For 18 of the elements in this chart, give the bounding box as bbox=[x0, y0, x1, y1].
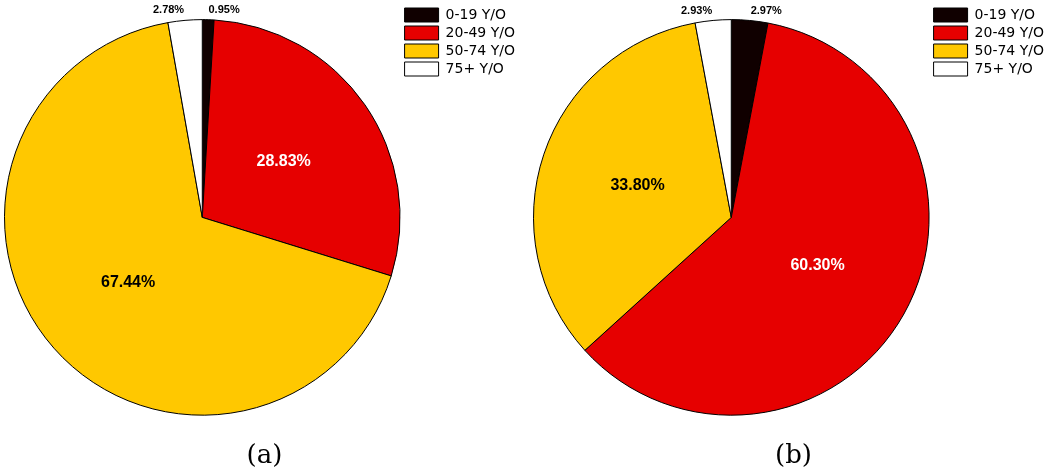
data-label: 60.30% bbox=[790, 256, 845, 274]
legend-label: 0-19 Y/O bbox=[445, 5, 507, 22]
legend-label: 75+ Y/O bbox=[974, 59, 1033, 76]
legend-label: 0-19 Y/O bbox=[974, 5, 1036, 22]
legend-label: 50-74 Y/O bbox=[445, 41, 515, 58]
data-label: 67.44% bbox=[100, 273, 156, 291]
legend-label: 20-49 Y/O bbox=[974, 23, 1044, 40]
legend-label: 75+ Y/O bbox=[445, 59, 504, 76]
text: (b) bbox=[775, 439, 812, 470]
legend-label: 50-74 Y/O bbox=[974, 41, 1044, 58]
data-label: 2.78% bbox=[152, 3, 185, 16]
data-label: 28.83% bbox=[256, 151, 311, 169]
legend-label: 20-49 Y/O bbox=[445, 23, 515, 40]
text: (a) bbox=[246, 439, 283, 470]
data-label: 2.93% bbox=[680, 3, 713, 16]
data-label: 33.80% bbox=[610, 176, 665, 194]
data-label: 0.95% bbox=[208, 2, 240, 15]
data-label: 2.97% bbox=[750, 3, 783, 16]
